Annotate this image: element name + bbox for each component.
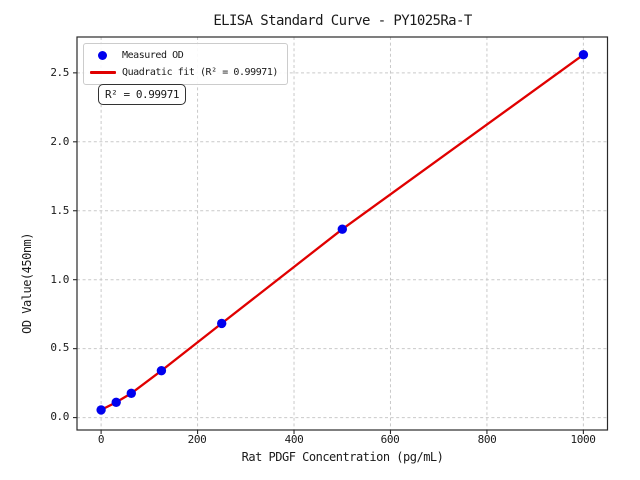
y-tick-label-0.5: 0.5 — [50, 341, 69, 354]
legend: Measured OD Quadratic fit (R² = 0.99971) — [83, 43, 288, 85]
x-tick-label-0: 0 — [97, 433, 105, 446]
r-squared-annotation-text: R² = 0.99971 — [105, 88, 180, 101]
data-point — [578, 50, 589, 60]
data-point — [96, 405, 106, 415]
x-tick-label-600: 600 — [380, 433, 400, 446]
legend-circle-marker-icon — [98, 51, 107, 60]
x-tick-label-400: 400 — [284, 433, 304, 446]
legend-item-measured-od: Measured OD — [89, 48, 278, 63]
legend-label-measured-od: Measured OD — [122, 50, 184, 61]
x-tick-label-1000: 1000 — [570, 433, 596, 446]
y-tick-label-1.5: 1.5 — [50, 204, 69, 217]
legend-item-quadratic-fit: Quadratic fit (R² = 0.99971) — [89, 65, 278, 80]
y-tick-label-2.0: 2.0 — [50, 135, 69, 148]
legend-label-quadratic-fit: Quadratic fit (R² = 0.99971) — [122, 67, 278, 78]
data-point — [217, 318, 227, 329]
data-point — [156, 366, 167, 376]
y-tick-label-1.0: 1.0 — [50, 273, 69, 286]
x-tick-label-200: 200 — [187, 433, 207, 446]
data-point — [126, 388, 136, 398]
legend-line-marker-icon — [89, 71, 116, 74]
data-point — [111, 397, 121, 407]
chart-title: ELISA Standard Curve - PY1025Ra-T — [213, 13, 472, 29]
data-point — [337, 224, 347, 234]
x-axis-label: Rat PDGF Concentration (pg/mL) — [241, 450, 444, 464]
plot-border — [76, 36, 609, 431]
y-tick-label-0.0: 0.0 — [50, 410, 69, 423]
r-squared-annotation: R² = 0.99971 — [98, 84, 187, 105]
y-tick-label-2.5: 2.5 — [50, 66, 69, 79]
x-tick-label-800: 800 — [477, 433, 497, 446]
